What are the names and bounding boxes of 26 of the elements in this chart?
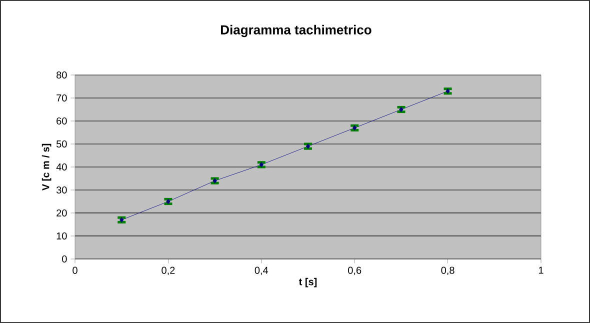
point: [259, 162, 264, 168]
x-tick-label: 0,2: [162, 266, 175, 276]
point: [120, 217, 124, 223]
y-tick-label: 60: [56, 117, 67, 125]
point: [446, 88, 450, 94]
y-tick-label: 40: [56, 163, 67, 171]
x-tick-label: 1: [538, 266, 544, 274]
chart-title: Diagramma tachimetrico: [221, 24, 372, 38]
point: [212, 178, 217, 184]
y-axis-title: V [c m / s]: [42, 144, 52, 191]
y-tick-label: 0: [62, 255, 67, 263]
y-tick-label: 50: [56, 140, 67, 148]
y-tick-label: 30: [56, 186, 67, 194]
point: [166, 198, 170, 204]
point: [352, 125, 357, 131]
y-tick-label: 20: [56, 209, 67, 217]
x-tick-label: 0,6: [348, 266, 362, 276]
x-tick-label: 0,8: [441, 266, 454, 276]
x-tick-label: 0,4: [254, 266, 268, 276]
point: [399, 106, 404, 112]
x-axis-title: t [s]: [298, 278, 317, 288]
point: [306, 144, 310, 149]
x-tick-label: 0: [72, 266, 78, 274]
y-tick-label: 80: [56, 71, 67, 79]
y-tick-label: 70: [56, 94, 67, 102]
y-tick-label: 10: [56, 232, 67, 240]
